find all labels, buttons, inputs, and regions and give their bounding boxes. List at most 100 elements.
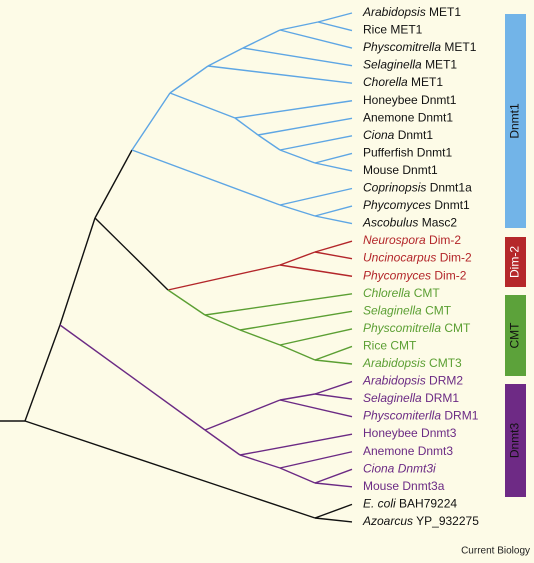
group-label: Dim-2: [508, 246, 522, 278]
leaf-label: Phycomyces Dim-2: [363, 268, 467, 282]
leaf-name: CMT: [425, 304, 452, 318]
group-label: Dnmt3: [508, 423, 522, 459]
branch: [317, 21, 353, 32]
leaf-genus: Ascobulus: [362, 216, 418, 230]
leaf-label: Ciona Dnmt1: [363, 128, 433, 142]
branch: [279, 451, 353, 469]
branch: [169, 65, 209, 94]
branch: [239, 433, 353, 456]
leaf-genus: Arabidopsis: [362, 356, 426, 370]
branch: [169, 92, 236, 119]
branch: [242, 29, 281, 49]
branch: [279, 29, 353, 49]
leaf-name: Dim-2: [434, 268, 466, 282]
leaf-genus: Physcomitrella: [363, 321, 441, 335]
leaf-name: Honeybee Dnmt1: [363, 93, 457, 107]
branch: [167, 264, 281, 291]
leaf-name: Honeybee Dnmt3: [363, 426, 457, 440]
leaf-name: CMT3: [429, 356, 462, 370]
leaf-genus: Coprinopsis: [363, 181, 426, 195]
leaf-name: Rice CMT: [363, 339, 417, 353]
leaf-label: Mouse Dnmt3a: [363, 479, 445, 493]
group-bar: [505, 295, 526, 376]
leaf-name: Mouse Dnmt1: [363, 163, 438, 177]
group-label: Dnmt1: [508, 103, 522, 139]
leaf-genus: Selaginella: [363, 304, 422, 318]
branch: [314, 251, 353, 260]
branch: [314, 380, 353, 395]
leaf-name: Pufferfish Dnmt1: [363, 146, 452, 160]
group-bar: [505, 237, 526, 287]
leaf-label: Arabidopsis MET1: [362, 5, 461, 19]
leaf-label: Pufferfish Dnmt1: [363, 146, 452, 160]
leaf-label: Phycomyces Dnmt1: [363, 198, 470, 212]
branch: [279, 264, 353, 277]
leaf-label: Mouse Dnmt1: [363, 163, 438, 177]
leaf-label: Anemone Dnmt3: [363, 444, 453, 458]
branch: [314, 517, 353, 523]
branch: [204, 293, 353, 316]
branch: [239, 329, 281, 346]
branch: [234, 100, 353, 119]
branch: [279, 344, 316, 361]
leaf-name: Dim-2: [440, 251, 472, 265]
branch: [257, 134, 281, 151]
leaf-name: Anemone Dnmt3: [363, 444, 453, 458]
leaf-label: Rice MET1: [363, 23, 423, 37]
leaf-name: DRM1: [425, 391, 459, 405]
branch: [279, 467, 316, 484]
leaf-name: YP_932275: [416, 514, 479, 528]
branch: [204, 314, 241, 331]
leaf-name: Dnmt1: [398, 128, 434, 142]
branch: [279, 135, 353, 151]
leaf-genus: Ciona Dnmt3i: [363, 461, 436, 475]
group-bar: [505, 384, 526, 497]
leaf-genus: Uncinocarpus: [363, 251, 436, 265]
leaf-label: E. coli BAH79224: [363, 497, 457, 511]
branch: [239, 454, 281, 469]
branch: [94, 217, 169, 291]
leaf-label: Selaginella DRM1: [363, 391, 459, 405]
branch: [314, 359, 353, 365]
leaf-label: Anemone Dnmt1: [363, 110, 453, 124]
branch: [257, 117, 353, 136]
leaf-name: DRM1: [444, 409, 478, 423]
leaf-label: Ascobulus Masc2: [362, 216, 457, 230]
branch: [239, 310, 353, 331]
leaf-genus: Physcomiterlla: [363, 409, 441, 423]
leaf-label: Physcomitrella CMT: [363, 321, 471, 335]
branch: [314, 503, 353, 519]
leaf-label: Arabidopsis DRM2: [362, 374, 463, 388]
leaf-label: Chlorella CMT: [363, 286, 440, 300]
branch: [314, 468, 353, 484]
branch: [279, 393, 316, 401]
leaf-name: MET1: [425, 58, 457, 72]
branch: [204, 429, 241, 456]
leaf-label: Honeybee Dnmt1: [363, 93, 457, 107]
leaf-genus: Physcomitrella: [363, 40, 441, 54]
leaf-label: Neurospora Dim-2: [363, 233, 461, 247]
leaf-label: Chorella MET1: [363, 75, 443, 89]
branch: [24, 420, 316, 519]
branch: [204, 399, 281, 431]
leaf-genus: Azoarcus: [362, 514, 413, 528]
leaf-label: Uncinocarpus Dim-2: [363, 251, 472, 265]
leaf-genus: E. coli: [363, 497, 396, 511]
leaf-genus: Selaginella: [363, 391, 422, 405]
leaf-name: Dnmt1: [434, 198, 470, 212]
leaf-genus: Arabidopsis: [362, 5, 426, 19]
credit: Current Biology: [461, 546, 530, 557]
branch: [314, 205, 353, 217]
leaf-genus: Phycomyces: [363, 268, 431, 282]
leaf-label: Rice CMT: [363, 339, 417, 353]
leaf-genus: Selaginella: [363, 58, 422, 72]
leaf-label: Selaginella CMT: [363, 304, 452, 318]
leaf-name: MET1: [444, 40, 476, 54]
branch: [59, 324, 206, 431]
branch: [314, 345, 353, 361]
leaf-genus: Chorella: [363, 75, 408, 89]
branch: [207, 65, 353, 84]
leaf-name: MET1: [429, 5, 461, 19]
